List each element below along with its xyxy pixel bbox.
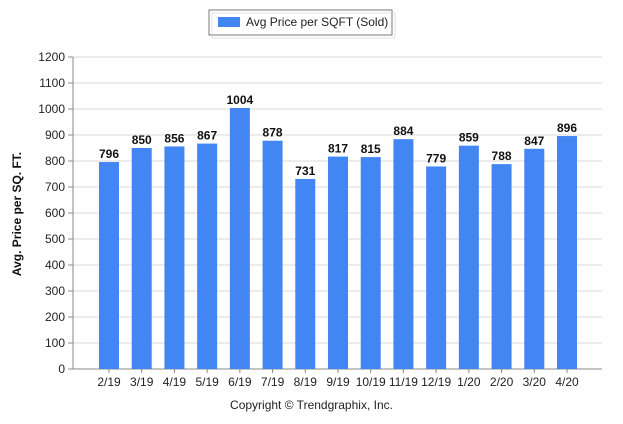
bar-value-label: 731 [295, 164, 315, 178]
x-tick-label: 11/19 [389, 375, 418, 389]
x-tick-label: 1/20 [457, 375, 481, 389]
bar-value-label: 878 [263, 126, 283, 140]
bar-value-label: 884 [393, 124, 413, 138]
bar-value-label: 850 [132, 133, 152, 147]
x-tick-label: 3/20 [523, 375, 547, 389]
bar [426, 166, 447, 369]
y-axis-ticks: 0 100 200 300 400 500 600 700 800 900 1000 1100 1200 [38, 50, 73, 376]
bar [524, 148, 545, 369]
x-tick-label: 3/19 [130, 375, 154, 389]
x-tick-label: 7/19 [261, 375, 285, 389]
y-tick-label: 200 [45, 310, 65, 324]
bar-value-label: 1004 [227, 93, 254, 107]
bar-value-label: 859 [459, 131, 479, 145]
bar [295, 178, 316, 369]
y-tick-label: 100 [45, 336, 65, 350]
bar [164, 146, 185, 369]
y-tick-label: 900 [45, 128, 65, 142]
x-tick-label: 4/20 [555, 375, 579, 389]
bar-value-label: 847 [524, 134, 544, 148]
y-tick-label: 700 [45, 180, 65, 194]
bar [557, 136, 577, 369]
y-tick-label: 1100 [39, 76, 65, 90]
y-tick-label: 500 [45, 232, 65, 246]
bar [262, 140, 283, 369]
y-axis-label: Avg. Price per SQ. FT. [10, 152, 24, 276]
bar [328, 156, 348, 369]
bar-value-label: 796 [99, 147, 119, 161]
x-tick-label: 4/19 [163, 375, 187, 389]
bar-value-label: 896 [557, 121, 577, 135]
y-tick-label: 1200 [38, 50, 65, 64]
bar [458, 145, 479, 369]
legend-swatch [218, 17, 240, 27]
bar [360, 157, 381, 369]
x-tick-label: 10/19 [356, 375, 386, 389]
bar-value-label: 867 [197, 129, 217, 143]
x-tick-label: 2/19 [97, 375, 121, 389]
y-tick-label: 1000 [38, 102, 65, 116]
bar [131, 148, 152, 369]
bar [229, 107, 250, 370]
y-tick-label: 0 [58, 362, 65, 376]
y-tick-label: 400 [45, 258, 65, 272]
bar-value-label: 779 [426, 151, 446, 165]
y-tick-label: 300 [45, 284, 65, 298]
bars: 796 850 856 867 1004 878 731 817 815 884 779 859 788… [99, 93, 577, 370]
legend-label: Avg Price per SQFT (Sold) [246, 15, 388, 29]
legend: Avg Price per SQFT (Sold) [208, 9, 396, 39]
x-axis-ticks: 2/19 3/19 4/19 5/19 6/19 7/19 8/19 9/19 10/19 11/… [97, 369, 579, 389]
y-tick-label: 600 [45, 206, 65, 220]
x-tick-label: 6/19 [228, 375, 252, 389]
x-tick-label: 8/19 [294, 375, 318, 389]
x-tick-label: 12/19 [421, 375, 451, 389]
bar-value-label: 856 [164, 131, 184, 145]
x-tick-label: 5/19 [195, 375, 219, 389]
x-tick-label: 9/19 [326, 375, 350, 389]
copyright-footer: Copyright © Trendgraphix, Inc. [230, 398, 393, 412]
x-tick-label: 2/20 [490, 375, 514, 389]
y-tick-label: 800 [45, 154, 65, 168]
bar [393, 139, 414, 369]
bar [491, 164, 512, 369]
bar [197, 143, 218, 369]
bar [99, 162, 119, 369]
bar-value-label: 815 [361, 142, 381, 156]
bar-value-label: 817 [328, 142, 348, 156]
bar-value-label: 788 [492, 149, 512, 163]
